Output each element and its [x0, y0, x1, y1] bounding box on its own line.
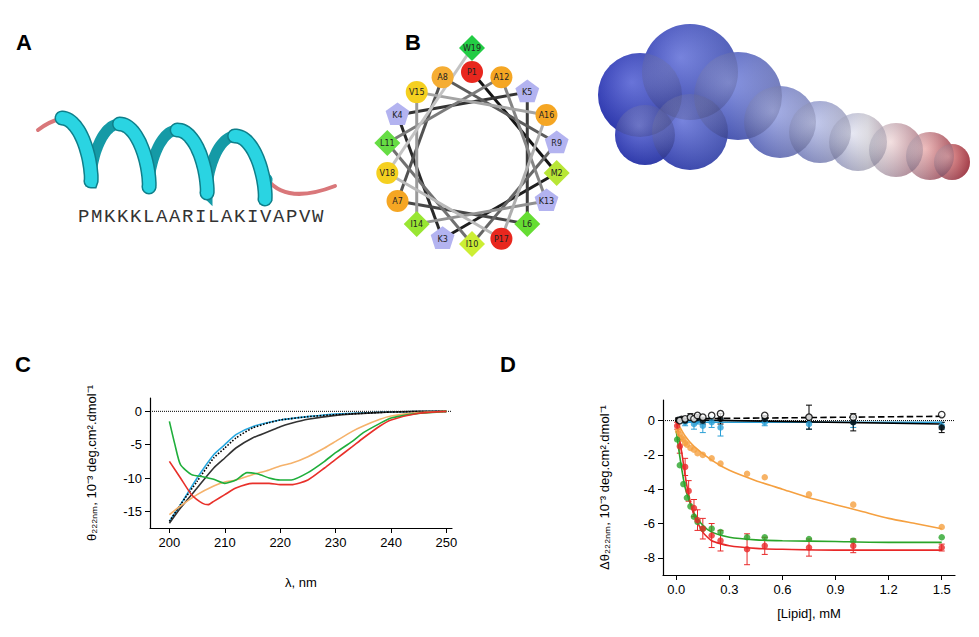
svg-text:θ₂₂₂ₙₘ, 10⁻³ deg.cm².dmol⁻¹: θ₂₂₂ₙₘ, 10⁻³ deg.cm².dmol⁻¹ [84, 384, 99, 541]
svg-text:PMKKKLAARILAKIVAPVW: PMKKKLAARILAKIVAPVW [78, 206, 325, 228]
svg-text:I14: I14 [410, 220, 423, 229]
svg-text:-10: -10 [123, 471, 142, 486]
svg-text:220: 220 [269, 535, 291, 550]
svg-text:0.9: 0.9 [827, 582, 845, 597]
svg-text:230: 230 [325, 535, 347, 550]
svg-text:210: 210 [214, 535, 236, 550]
svg-text:200: 200 [159, 535, 181, 550]
svg-text:[Lipid], mM: [Lipid], mM [777, 606, 841, 621]
html-text:C: C [15, 352, 31, 377]
svg-text:K13: K13 [539, 197, 554, 206]
svg-text:I10: I10 [466, 240, 479, 249]
svg-text:λ, nm: λ, nm [285, 575, 317, 590]
svg-text:1.2: 1.2 [880, 582, 898, 597]
svg-text:-5: -5 [130, 437, 142, 452]
svg-text:K5: K5 [522, 88, 532, 97]
svg-text:240: 240 [380, 535, 402, 550]
svg-text:W19: W19 [463, 44, 481, 53]
svg-text:V15: V15 [409, 88, 425, 97]
html-text:A: A [16, 30, 32, 55]
html-text:D: D [500, 352, 516, 377]
svg-text:K3: K3 [437, 235, 447, 244]
html-text:B: B [405, 30, 421, 55]
svg-text:1.5: 1.5 [933, 582, 951, 597]
svg-text:L11: L11 [380, 139, 395, 148]
svg-text:A7: A7 [392, 197, 403, 206]
svg-text:A16: A16 [539, 111, 555, 120]
svg-text:0: 0 [648, 413, 655, 428]
svg-text:-8: -8 [643, 550, 655, 565]
svg-text:R9: R9 [551, 139, 562, 148]
svg-text:-2: -2 [643, 447, 655, 462]
svg-text:P17: P17 [494, 235, 509, 244]
svg-text:P1: P1 [467, 68, 477, 77]
svg-text:-6: -6 [643, 516, 655, 531]
svg-text:Δθ₂₂₂ₙₘ, 10⁻³ deg.cm².dmol⁻¹: Δθ₂₂₂ₙₘ, 10⁻³ deg.cm².dmol⁻¹ [597, 404, 612, 569]
svg-text:-4: -4 [643, 482, 655, 497]
svg-text:M2: M2 [551, 169, 563, 178]
svg-text:V18: V18 [379, 169, 395, 178]
svg-text:A8: A8 [437, 73, 448, 82]
svg-text:0.0: 0.0 [667, 582, 685, 597]
svg-text:0.6: 0.6 [773, 582, 791, 597]
svg-text:A12: A12 [494, 73, 510, 82]
svg-text:-15: -15 [123, 504, 142, 519]
svg-text:K4: K4 [392, 111, 402, 120]
svg-text:0: 0 [135, 404, 142, 419]
svg-text:250: 250 [436, 535, 458, 550]
svg-text:L6: L6 [523, 220, 533, 229]
svg-text:0.3: 0.3 [720, 582, 738, 597]
